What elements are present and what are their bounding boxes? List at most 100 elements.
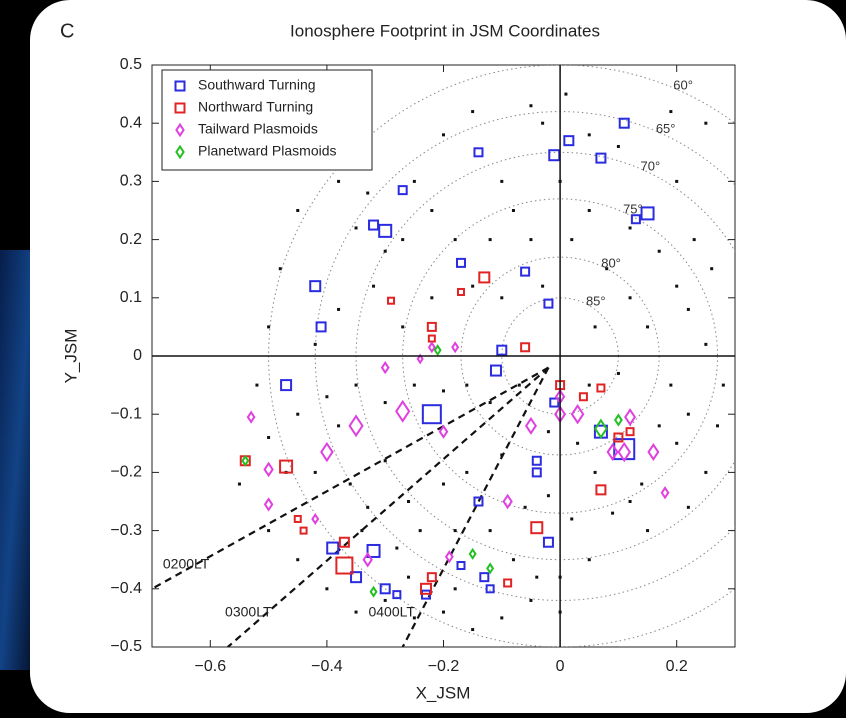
background-point [500, 296, 503, 299]
background-point [255, 384, 258, 387]
background-point [413, 180, 416, 183]
background-point [366, 506, 369, 509]
background-point [675, 180, 678, 183]
background-point [314, 343, 317, 346]
chart-title: Ionosphere Footprint in JSM Coordinates [290, 21, 600, 40]
background-point [500, 616, 503, 619]
background-point [658, 250, 661, 253]
background-point [355, 384, 358, 387]
background-point [518, 384, 521, 387]
background-point [407, 576, 410, 579]
background-point [442, 133, 445, 136]
background-point [675, 285, 678, 288]
background-point [512, 209, 515, 212]
local-time-label: 0300LT [225, 603, 272, 619]
background-point [337, 424, 340, 427]
background-point [401, 238, 404, 241]
background-point [384, 599, 387, 602]
background-point [296, 413, 299, 416]
background-point [687, 506, 690, 509]
background-point [704, 122, 707, 125]
background-point [413, 384, 416, 387]
x-tick-label: −0.4 [311, 658, 343, 675]
background-point [267, 325, 270, 328]
background-point [646, 325, 649, 328]
background-point [512, 558, 515, 561]
background-point [704, 343, 707, 346]
background-point [337, 180, 340, 183]
background-point [366, 192, 369, 195]
background-point [535, 576, 538, 579]
background-point [675, 442, 678, 445]
background-point [617, 145, 620, 148]
latitude-label: 60° [673, 78, 693, 93]
background-point [325, 587, 328, 590]
chart: C Ionosphere Footprint in JSM Coordinate… [0, 0, 846, 713]
y-tick-label: 0 [133, 347, 142, 364]
x-axis-label: X_JSM [416, 683, 471, 702]
background-point [489, 529, 492, 532]
background-point [588, 558, 591, 561]
background-point [529, 104, 532, 107]
background-point [687, 308, 690, 311]
latitude-label: 70° [641, 159, 661, 174]
background-point [693, 238, 696, 241]
background-point [564, 93, 567, 96]
background-point [669, 384, 672, 387]
background-point [384, 401, 387, 404]
background-point [384, 250, 387, 253]
background-point [401, 325, 404, 328]
background-point [547, 494, 550, 497]
x-tick-label: 0 [556, 658, 565, 675]
panel-label: C [60, 20, 74, 42]
y-tick-label: 0.2 [120, 231, 142, 248]
background-point [629, 226, 632, 229]
background-point [489, 401, 492, 404]
background-point [454, 529, 457, 532]
background-point [442, 611, 445, 614]
background-point [710, 267, 713, 270]
background-point [267, 436, 270, 439]
y-tick-label: −0.1 [110, 405, 142, 422]
y-tick-label: −0.3 [110, 522, 142, 539]
y-tick-label: −0.4 [110, 580, 142, 597]
legend-label: Tailward Plasmoids [198, 121, 318, 137]
background-point [471, 110, 474, 113]
background-point [465, 471, 468, 474]
background-point [570, 238, 573, 241]
latitude-label: 65° [656, 121, 676, 136]
background-point [355, 226, 358, 229]
x-tick-label: −0.2 [428, 658, 460, 675]
background-point [296, 558, 299, 561]
background-point [704, 471, 707, 474]
legend-label: Northward Turning [198, 99, 313, 115]
background-point [430, 209, 433, 212]
background-point [395, 547, 398, 550]
background-point [611, 512, 614, 515]
y-tick-label: −0.2 [110, 464, 142, 481]
legend-label: Southward Turning [198, 77, 316, 93]
background-point [489, 238, 492, 241]
y-tick-label: 0.3 [120, 173, 142, 190]
background-point [588, 384, 591, 387]
background-point [576, 442, 579, 445]
background-point [629, 500, 632, 503]
legend-label: Planetward Plasmoids [198, 143, 337, 159]
background-point [529, 238, 532, 241]
background-point [325, 395, 328, 398]
background-point [442, 483, 445, 486]
background-point [267, 529, 270, 532]
background-point [500, 180, 503, 183]
background-point [465, 384, 468, 387]
y-tick-label: −0.5 [110, 638, 142, 655]
background-point [722, 384, 725, 387]
background-point [594, 325, 597, 328]
x-tick-label: 0.2 [666, 658, 688, 675]
background-point [529, 599, 532, 602]
background-point [524, 506, 527, 509]
latitude-label: 85° [586, 293, 606, 308]
background-point [669, 110, 672, 113]
background-point [454, 238, 457, 241]
background-point [314, 471, 317, 474]
page: C Ionosphere Footprint in JSM Coordinate… [0, 0, 846, 713]
